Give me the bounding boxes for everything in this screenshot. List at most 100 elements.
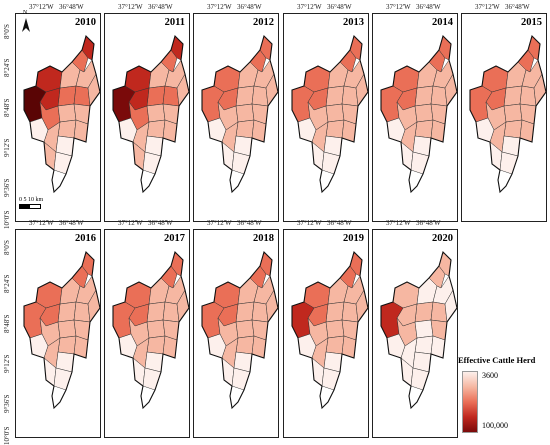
municipality-region [430, 85, 448, 107]
latitude-label: 9°36'S [3, 394, 11, 413]
municipality-region [146, 335, 166, 355]
municipality-region [235, 119, 255, 139]
latitude-label: 10°0'S [3, 426, 11, 445]
longitude-label: 37°12'W [475, 3, 500, 11]
map-panel-2019: 2019 [283, 229, 369, 438]
longitude-label: 37°12'W [386, 219, 411, 227]
legend-color-ramp [462, 371, 478, 433]
map-panel-2013: 2013 [283, 13, 369, 222]
municipality-region [341, 85, 359, 107]
latitude-label: 10°0'S [3, 210, 11, 229]
longitude-label: 36°48'W [505, 3, 530, 11]
municipality-region [325, 335, 345, 355]
legend-title: Effective Cattle Herd [458, 355, 536, 365]
municipality-region [503, 103, 523, 123]
longitude-label: 37°12'W [386, 3, 411, 11]
municipality-region [503, 119, 523, 139]
municipality-region [176, 289, 189, 323]
municipality-region [87, 289, 100, 323]
municipality-region [414, 103, 434, 123]
year-label: 2015 [521, 17, 542, 28]
study-area-outline [380, 250, 457, 410]
municipality-region [176, 73, 189, 107]
year-label: 2014 [432, 17, 453, 28]
municipality-region [162, 301, 180, 323]
study-area-outline [201, 34, 278, 194]
year-label: 2010 [75, 17, 96, 28]
map-panel-2016: 2016 [15, 229, 101, 438]
municipality-region [341, 301, 359, 323]
choropleth-map [291, 34, 368, 194]
study-area-outline [291, 34, 368, 194]
municipality-region [251, 301, 269, 323]
longitude-label: 36°48'W [59, 3, 84, 11]
municipality-region [325, 103, 345, 123]
municipality-region [146, 119, 166, 139]
municipality-region [519, 85, 537, 107]
study-area-outline [23, 34, 100, 194]
map-panel-2015: 2015 [461, 13, 547, 222]
municipality-region [57, 335, 77, 355]
longitude-label: 36°48'W [327, 3, 352, 11]
map-panel-2017: 2017 [104, 229, 190, 438]
latitude-label: 8°48'S [3, 314, 11, 333]
longitude-label: 36°48'W [416, 219, 441, 227]
longitude-label: 36°48'W [237, 219, 262, 227]
municipality-region [503, 85, 523, 107]
municipality-region [146, 319, 166, 339]
latitude-label: 9°12'S [3, 138, 11, 157]
longitude-label: 37°12'W [297, 219, 322, 227]
legend-min-label: 3600 [482, 371, 498, 380]
municipality-region [73, 301, 91, 323]
municipality-region [414, 85, 434, 107]
municipality-region [235, 301, 255, 323]
municipality-region [146, 301, 166, 323]
choropleth-map [201, 34, 278, 194]
choropleth-map [380, 34, 457, 194]
latitude-label: 8°0'S [3, 24, 11, 39]
municipality-region [444, 73, 457, 107]
study-area-outline [291, 250, 368, 410]
municipality-region [57, 85, 77, 107]
municipality-region [73, 85, 91, 107]
map-panel-2014: 2014 [372, 13, 458, 222]
year-label: 2016 [75, 233, 96, 244]
year-label: 2017 [164, 233, 185, 244]
north-arrow-icon: N [19, 10, 33, 36]
municipality-region [146, 85, 166, 107]
map-panel-2012: 2012 [193, 13, 279, 222]
study-area-outline [469, 34, 546, 194]
municipality-region [235, 85, 255, 107]
year-label: 2013 [343, 17, 364, 28]
year-label: 2018 [253, 233, 274, 244]
municipality-region [355, 289, 368, 323]
study-area-outline [112, 34, 189, 194]
choropleth-map [23, 250, 100, 410]
study-area-outline [380, 34, 457, 194]
map-panel-2020: 2020 [372, 229, 458, 438]
municipality-region [325, 85, 345, 107]
municipality-region [235, 335, 255, 355]
choropleth-map [291, 250, 368, 410]
choropleth-map [112, 250, 189, 410]
choropleth-map [23, 34, 100, 194]
municipality-region [325, 301, 345, 323]
year-label: 2020 [432, 233, 453, 244]
study-area-outline [23, 250, 100, 410]
legend-max-label: 100,000 [482, 421, 508, 430]
longitude-label: 37°12'W [207, 3, 232, 11]
municipality-region [444, 289, 457, 323]
municipality-region [57, 301, 77, 323]
municipality-region [162, 85, 180, 107]
longitude-label: 36°48'W [416, 3, 441, 11]
latitude-label: 8°24'S [3, 58, 11, 77]
municipality-region [355, 73, 368, 107]
legend: Effective Cattle Herd 3600 100,000 [458, 355, 548, 435]
year-label: 2019 [343, 233, 364, 244]
latitude-label: 9°36'S [3, 178, 11, 197]
municipality-region [414, 335, 434, 355]
latitude-label: 8°48'S [3, 98, 11, 117]
municipality-region [57, 319, 77, 339]
longitude-label: 36°48'W [237, 3, 262, 11]
longitude-label: 37°12'W [118, 3, 143, 11]
